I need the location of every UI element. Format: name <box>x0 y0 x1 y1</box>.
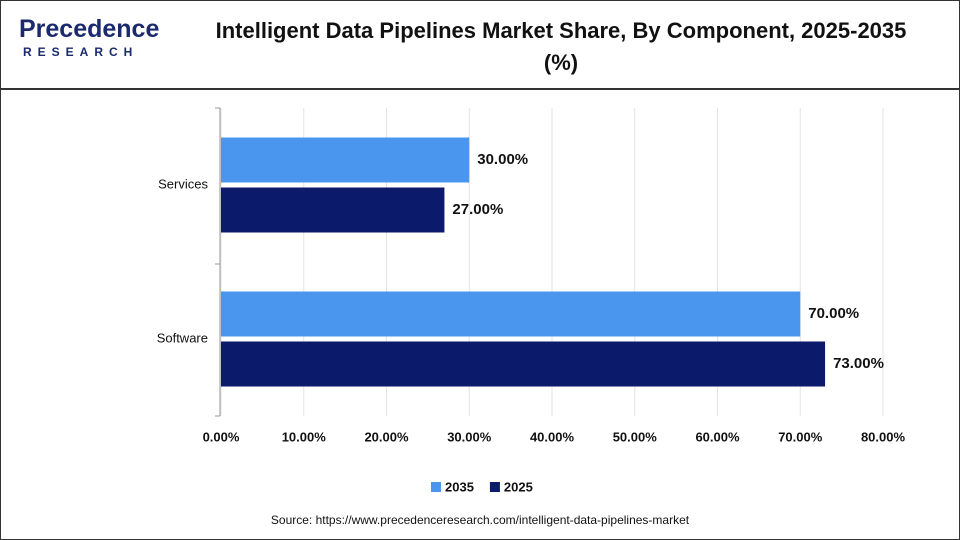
value-label: 73.00% <box>833 355 884 372</box>
x-tick-label: 30.00% <box>447 429 492 444</box>
logo-tagline: RESEARCH <box>23 45 139 59</box>
legend-swatch <box>431 482 441 492</box>
x-tick-label: 40.00% <box>530 429 575 444</box>
legend-label: 2035 <box>445 479 474 494</box>
x-tick-label: 10.00% <box>282 429 327 444</box>
header-rule <box>1 88 959 90</box>
x-tick-label: 60.00% <box>695 429 740 444</box>
x-tick-label: 0.00% <box>203 429 240 444</box>
source: Source: https://www.precedenceresearch.c… <box>271 513 690 527</box>
chart-title: Intelligent Data Pipelines Market Share,… <box>215 18 907 75</box>
value-label: 70.00% <box>808 305 859 322</box>
value-label: 27.00% <box>452 201 503 218</box>
legend-swatch <box>489 482 500 492</box>
legend-label: 2025 <box>504 479 533 494</box>
y-tick-label: Services <box>158 176 208 191</box>
x-tick-label: 20.00% <box>364 429 409 444</box>
bar <box>221 291 801 337</box>
bar <box>221 341 826 387</box>
value-label: 30.00% <box>477 151 528 168</box>
x-tick-label: 50.00% <box>613 429 658 444</box>
bar <box>221 187 445 233</box>
x-tick-label: 80.00% <box>861 429 906 444</box>
x-tick-label: 70.00% <box>778 429 823 444</box>
logo-name: Precedence <box>19 15 160 43</box>
y-tick-label: Software <box>157 330 208 345</box>
bar <box>221 137 470 183</box>
